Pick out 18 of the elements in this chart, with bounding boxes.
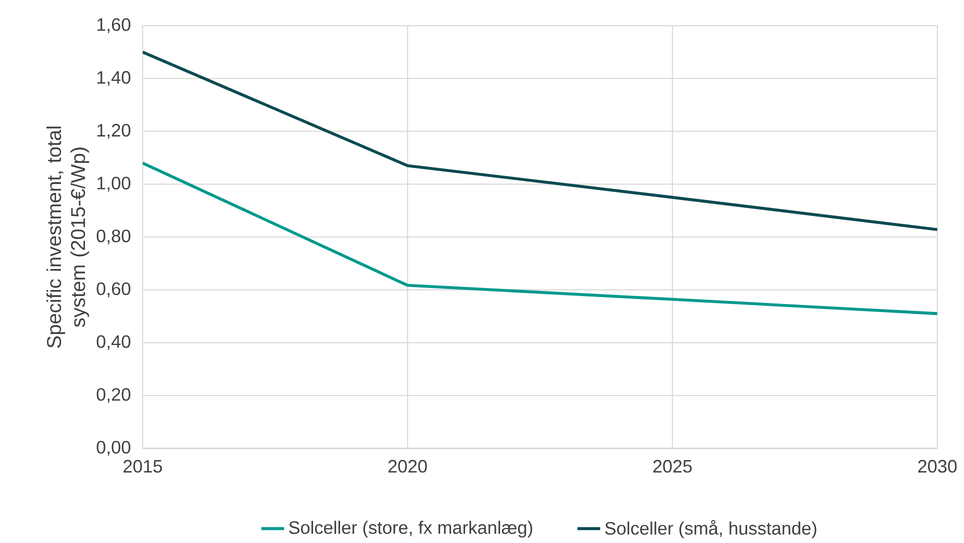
line-series	[142, 50, 938, 232]
x-tick-label: 2015	[124, 460, 162, 473]
y-tick-label: 0,80	[96, 230, 130, 244]
y-axis-title: Specific investment, total system (2015-€/Wp)	[46, 126, 90, 348]
y-tick-label: 0,60	[96, 282, 130, 298]
y-tick-label: 1,20	[97, 124, 130, 139]
x-tick-label: 2030	[918, 460, 957, 473]
y-tick-label: 1,60	[97, 18, 130, 34]
y-tick-label: 1,00	[97, 176, 130, 192]
legend-label: Solceller (små, husstande)	[605, 520, 816, 538]
x-tick-label: 2025	[653, 460, 692, 473]
line-series	[142, 162, 938, 316]
y-tick-label: 1,40	[97, 71, 130, 86]
legend-label: Solceller (store, fx markanlæg)	[289, 520, 532, 538]
y-tick-label: 0,00	[96, 440, 130, 456]
x-tick-label: 2020	[388, 460, 427, 473]
y-tick-label: 0,40	[96, 335, 130, 350]
y-tick-label: 0,20	[96, 388, 130, 403]
